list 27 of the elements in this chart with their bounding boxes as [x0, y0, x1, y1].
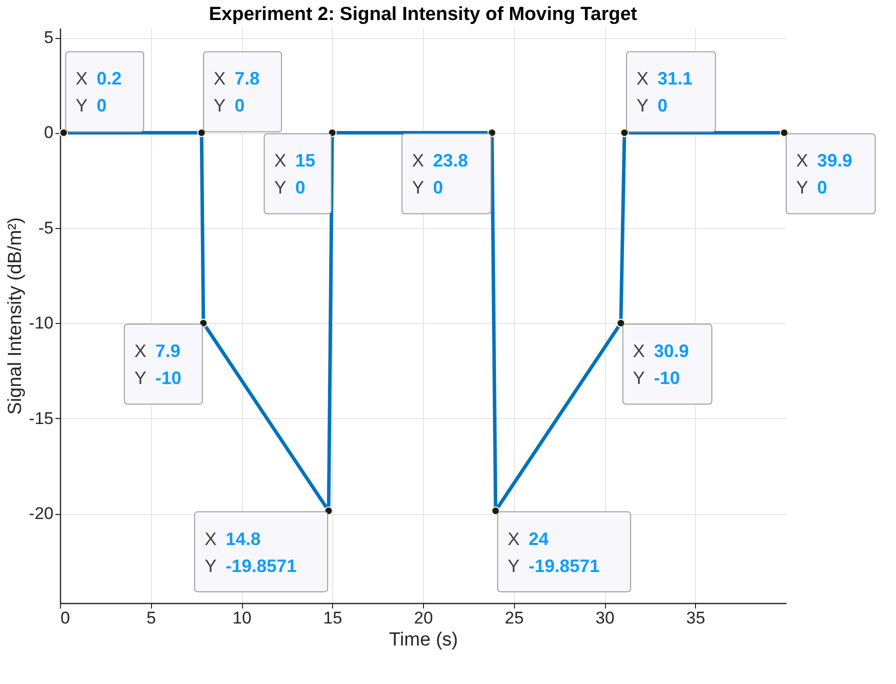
- y-axis-title: Signal Intensity (dB/m²): [4, 217, 26, 415]
- annotation: X 7.9 Y -10: [134, 341, 182, 388]
- x-tick-label: 30: [596, 608, 614, 628]
- annotation: X 15 Y 0: [274, 150, 316, 198]
- annotation: X 14.8 Y -19.8571: [204, 528, 297, 576]
- annotation: X 24 Y -19.8571: [508, 528, 600, 576]
- annotation: X 30.9 Y -10: [632, 341, 689, 388]
- annotation: X 7.8 Y 0: [214, 68, 260, 116]
- x-tick-label: 25: [504, 608, 524, 628]
- x-tick-label: 35: [686, 608, 706, 628]
- x-tick-label: 10: [232, 608, 252, 628]
- y-tick-label: -10: [28, 314, 54, 333]
- y-tick-label: -15: [28, 408, 54, 428]
- x-tick-label: 20: [414, 608, 433, 628]
- y-tick-label: -5: [38, 218, 54, 238]
- x-tick-label: 15: [323, 608, 342, 628]
- y-tick-label: 5: [44, 28, 54, 48]
- y-tick-label: 0: [44, 123, 54, 142]
- annotation: X 23.8 Y 0: [412, 150, 468, 198]
- annotation: X 31.1 Y 0: [636, 68, 693, 116]
- chart-title: Experiment 2: Signal Intensity of Moving Target: [208, 4, 638, 25]
- annotation: X 0.2 Y 0: [76, 68, 122, 116]
- x-axis-title: Time (s): [389, 630, 458, 650]
- x-tick-label: 0: [60, 608, 70, 628]
- annotation: X 39.9 Y 0: [796, 150, 852, 198]
- x-tick-label: 5: [146, 608, 156, 628]
- y-tick-label: -20: [28, 504, 54, 524]
